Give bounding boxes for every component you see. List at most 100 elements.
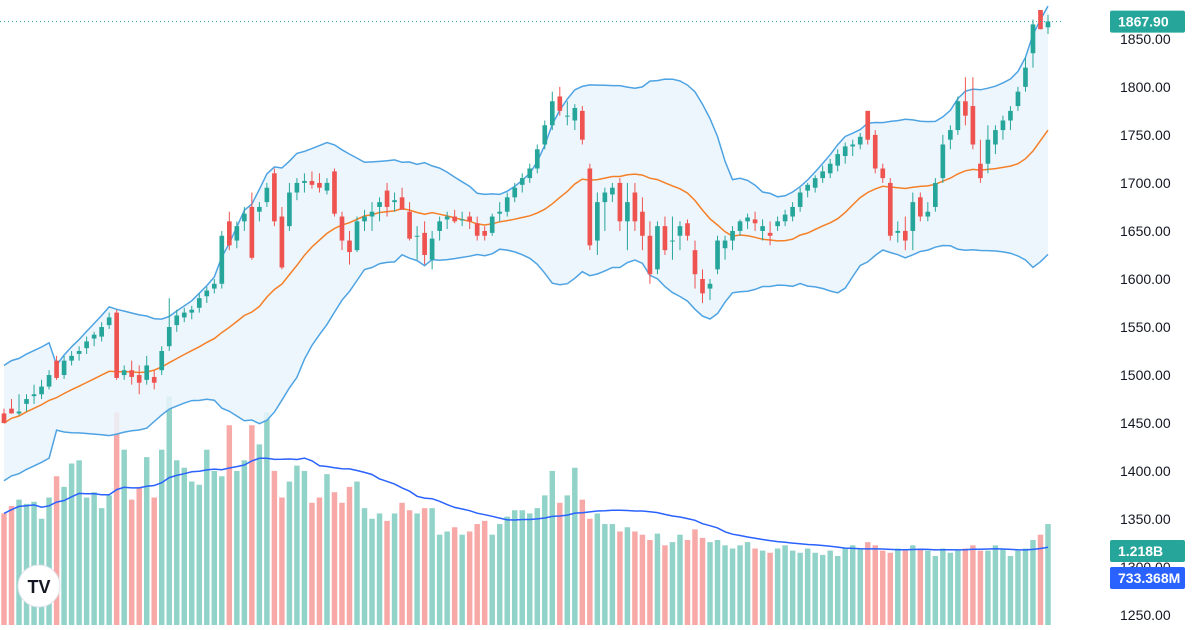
candle (865, 110, 871, 145)
candle (377, 197, 382, 222)
candle-body (24, 399, 29, 404)
volume-bar (8, 506, 15, 625)
candle (752, 211, 758, 231)
volume-bar (474, 524, 480, 625)
volume-bar (662, 545, 668, 625)
candle (144, 355, 150, 385)
volume-bar (121, 449, 127, 625)
candle (114, 309, 119, 380)
candle-body (610, 187, 615, 195)
candle (1000, 115, 1006, 140)
volume-bar (406, 510, 413, 625)
candle-body (69, 355, 74, 361)
candle (362, 209, 367, 231)
candle (610, 182, 615, 203)
candle-body (61, 360, 67, 376)
volume-bar (76, 460, 82, 625)
volume-bar (128, 499, 135, 626)
candle-body (369, 211, 375, 217)
candle-body (166, 327, 172, 347)
candle (587, 163, 593, 251)
volume-bar (797, 552, 803, 625)
volume-bar (804, 548, 811, 625)
bollinger-lower-line (3, 244, 1049, 482)
candle (452, 209, 457, 224)
volume-bar (421, 508, 428, 626)
candle-body (812, 178, 818, 188)
volume-bar (669, 542, 676, 626)
tradingview-logo: TV (17, 564, 61, 608)
candle-body (159, 351, 165, 371)
volume-bar (324, 474, 330, 626)
volume-bar (910, 545, 916, 625)
volume-bar (955, 550, 961, 626)
volume-bar (834, 555, 841, 625)
candle-body (444, 216, 450, 220)
candle-body (835, 154, 841, 166)
candle (857, 132, 863, 150)
candle (61, 355, 67, 379)
volume-bar (249, 425, 255, 625)
candle (917, 192, 923, 222)
candle-body (9, 408, 14, 414)
candle (963, 77, 968, 126)
candle-body (842, 146, 848, 157)
candle-body (557, 96, 563, 111)
candle (227, 211, 232, 251)
candle (647, 221, 653, 284)
candle-body (136, 375, 142, 383)
bollinger-band-fill (4, 6, 1048, 481)
volume-bar (414, 513, 420, 625)
candle (339, 211, 345, 251)
candle-body (76, 351, 82, 354)
candle (707, 278, 713, 301)
candle-body (760, 226, 765, 231)
candle-body (940, 144, 946, 179)
volume-bar (369, 518, 375, 625)
volume-bar (211, 470, 218, 625)
candle (677, 221, 683, 251)
volume-bar (849, 545, 856, 625)
candle-body (196, 298, 202, 308)
candle (1038, 10, 1043, 30)
volume-bar (399, 502, 405, 625)
candle (933, 178, 938, 212)
volume-bar (159, 449, 165, 625)
volume-bar (23, 503, 30, 626)
volume-bar (624, 527, 631, 625)
volume-bar (459, 534, 465, 625)
candle (31, 384, 37, 404)
candle (737, 219, 743, 236)
candle (745, 213, 750, 230)
volume-bar (985, 550, 991, 626)
candle (437, 216, 442, 241)
volume-bar (707, 542, 713, 626)
candle-body (730, 230, 735, 241)
volume-bar (519, 510, 525, 625)
candle (557, 86, 563, 116)
candle-body (534, 149, 540, 169)
candle (625, 182, 630, 251)
candle (482, 226, 488, 241)
candle-body (1023, 67, 1028, 87)
candle-body (580, 110, 585, 140)
candle (805, 182, 810, 198)
volume-bar (331, 492, 338, 625)
volume-bar (1022, 548, 1029, 625)
volume-bar (819, 554, 826, 626)
candle (257, 202, 262, 222)
candle (317, 173, 322, 193)
volume-ma-badge-background (1110, 567, 1185, 589)
candle (444, 211, 450, 230)
candle (948, 125, 953, 150)
volume-bar (444, 531, 450, 625)
price-tick-label: 1350.00 (1120, 511, 1171, 527)
candle-body (707, 283, 713, 289)
candle (264, 182, 270, 207)
candle (640, 197, 645, 251)
candle (159, 346, 165, 376)
volume-bar (204, 449, 210, 625)
candle-body (257, 206, 262, 212)
